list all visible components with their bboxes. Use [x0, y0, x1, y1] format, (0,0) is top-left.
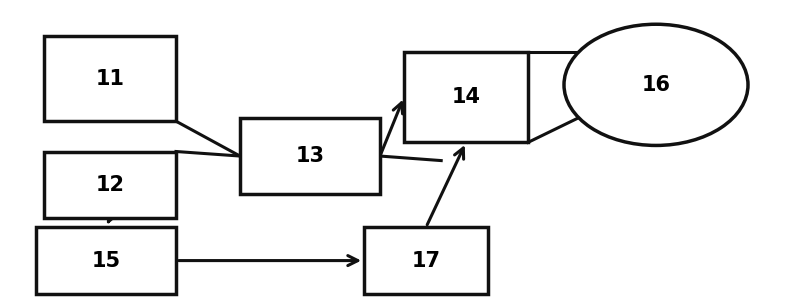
Text: 14: 14: [451, 87, 481, 107]
Text: 11: 11: [95, 69, 125, 89]
FancyBboxPatch shape: [404, 52, 528, 142]
Text: 17: 17: [411, 251, 441, 271]
Text: 15: 15: [91, 251, 121, 271]
FancyBboxPatch shape: [364, 227, 488, 294]
Text: 13: 13: [295, 146, 325, 166]
FancyBboxPatch shape: [240, 118, 380, 194]
Text: 12: 12: [95, 175, 125, 195]
FancyBboxPatch shape: [44, 36, 176, 121]
FancyBboxPatch shape: [36, 227, 176, 294]
Text: 16: 16: [642, 75, 670, 95]
FancyBboxPatch shape: [44, 152, 176, 218]
Ellipse shape: [564, 24, 748, 145]
